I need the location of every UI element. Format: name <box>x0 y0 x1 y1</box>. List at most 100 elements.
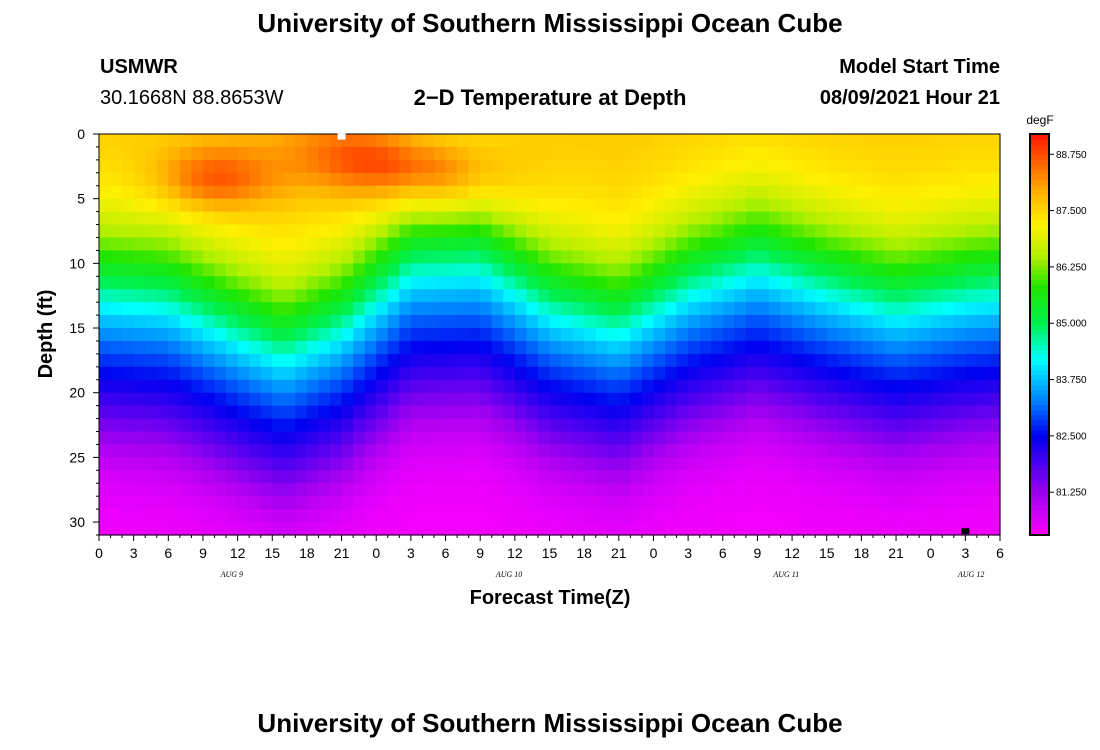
heatmap-cell <box>526 159 539 174</box>
heatmap-cell <box>768 470 782 484</box>
heatmap-cell <box>595 211 608 226</box>
heatmap-cell <box>410 340 424 355</box>
heatmap-cell <box>433 418 447 433</box>
heatmap-cell <box>491 392 504 407</box>
heatmap-cell <box>468 172 481 187</box>
heatmap-cell <box>318 224 331 239</box>
heatmap-cell <box>815 366 828 381</box>
heatmap-cell <box>607 509 620 523</box>
heatmap-cell <box>953 379 966 394</box>
heatmap-cell <box>942 134 955 148</box>
heatmap-cell <box>976 134 990 148</box>
heatmap-cell <box>688 224 701 239</box>
heatmap-cell <box>549 146 562 161</box>
heatmap-cell <box>480 146 493 161</box>
heatmap-cell <box>780 340 793 355</box>
heatmap-cell <box>399 483 412 497</box>
heatmap-cell <box>792 172 805 187</box>
heatmap-cell <box>526 198 539 213</box>
heatmap-cell <box>792 431 805 446</box>
heatmap-cell <box>745 263 759 277</box>
heatmap-cell <box>595 237 608 252</box>
heatmap-cell <box>757 509 770 523</box>
heatmap-cell <box>306 198 320 213</box>
heatmap-cell <box>514 496 527 510</box>
heatmap-cell <box>330 405 343 420</box>
heatmap-cell <box>688 418 701 433</box>
heatmap-cell <box>976 522 990 536</box>
heatmap-cell <box>872 172 886 187</box>
heatmap-cell <box>122 237 135 252</box>
colorbar-step <box>1030 264 1049 270</box>
heatmap-cell <box>768 172 782 187</box>
heatmap-cell <box>260 237 273 252</box>
heatmap-cell <box>561 457 574 471</box>
colorbar-step <box>1030 159 1049 165</box>
heatmap-cell <box>561 172 574 187</box>
heatmap-cell <box>618 431 631 446</box>
heatmap-cell <box>480 328 493 342</box>
heatmap-cell <box>179 340 193 355</box>
heatmap-cell <box>919 211 932 226</box>
x-tick-label: 0 <box>650 545 658 561</box>
heatmap-cell <box>942 509 955 523</box>
heatmap-cell <box>919 237 932 252</box>
heatmap-cell <box>480 198 493 213</box>
heatmap-cell <box>491 211 504 226</box>
heatmap-cell <box>884 289 897 303</box>
heatmap-cell <box>202 418 216 433</box>
heatmap-cell <box>607 263 620 277</box>
heatmap-cell <box>410 470 424 484</box>
heatmap-cell <box>930 159 943 174</box>
heatmap-cell <box>884 302 897 316</box>
heatmap-cell <box>826 159 839 174</box>
heatmap-cell <box>364 276 377 290</box>
heatmap-cell <box>156 509 169 523</box>
heatmap-cell <box>561 134 574 148</box>
heatmap-cell <box>988 496 1001 510</box>
heatmap-cell <box>896 237 909 252</box>
heatmap-cell <box>711 483 724 497</box>
heatmap-cell <box>919 328 932 342</box>
heatmap-cell <box>387 457 400 471</box>
heatmap-cell <box>641 392 655 407</box>
heatmap-cell <box>433 353 447 368</box>
heatmap-cell <box>561 185 574 200</box>
heatmap-cell <box>330 185 343 200</box>
heatmap-cell <box>376 289 389 303</box>
heatmap-cell <box>168 263 181 277</box>
heatmap-cell <box>341 457 354 471</box>
heatmap-cell <box>907 353 920 368</box>
heatmap-cell <box>514 315 527 329</box>
heatmap-cell <box>896 522 909 536</box>
heatmap-cell <box>410 366 424 381</box>
heatmap-cell <box>272 224 285 239</box>
heatmap-cell <box>133 315 146 329</box>
heatmap-cell <box>526 276 539 290</box>
colorbar-step <box>1030 204 1049 210</box>
heatmap-cell <box>826 444 839 458</box>
heatmap-cell <box>295 146 308 161</box>
heatmap-cell <box>145 224 158 239</box>
heatmap-cell <box>653 289 666 303</box>
heatmap-cell <box>99 353 112 368</box>
heatmap-cell <box>283 328 296 342</box>
x-tick-label: 3 <box>684 545 692 561</box>
heatmap-cell <box>272 250 285 264</box>
heatmap-cell <box>595 134 608 148</box>
heatmap-cell <box>110 211 123 226</box>
heatmap-cell <box>156 444 169 458</box>
heatmap-cell <box>122 185 135 200</box>
heatmap-cell <box>665 224 678 239</box>
heatmap-cell <box>722 328 735 342</box>
heatmap-cell <box>491 185 504 200</box>
heatmap-cell <box>179 302 193 316</box>
heatmap-cell <box>468 340 481 355</box>
heatmap-cell <box>976 146 990 161</box>
heatmap-cell <box>226 379 239 394</box>
heatmap-cell <box>919 276 932 290</box>
heatmap-cell <box>145 509 158 523</box>
heatmap-cell <box>711 263 724 277</box>
heatmap-cell <box>457 263 470 277</box>
heatmap-cell <box>364 392 377 407</box>
